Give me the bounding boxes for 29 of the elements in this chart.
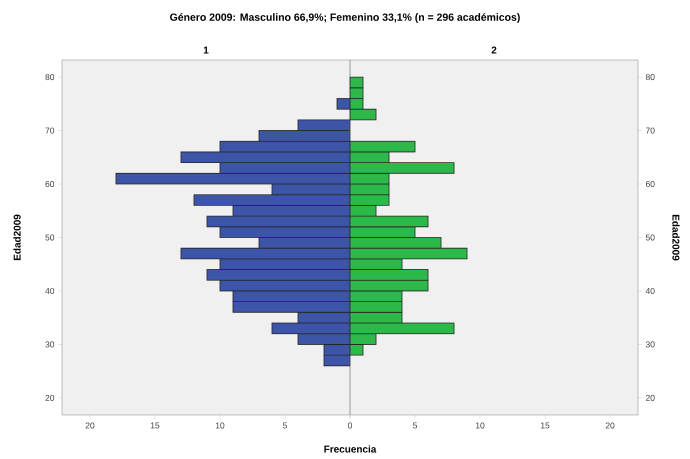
y-tick-label: 20 [646, 394, 655, 401]
y-tick-label: 60 [46, 181, 54, 188]
x-axis-title: Frecuencia [324, 445, 376, 453]
y-tick-label: 80 [646, 74, 655, 80]
chart-title: Género 2009: Masculino 66,9%; Femenino 33,1% (n = 296 académicos) [170, 13, 520, 23]
x-tick-label: 15 [540, 422, 550, 428]
x-tick-label: 20 [606, 422, 614, 428]
y-tick-label: 30 [45, 341, 54, 348]
y-tick-label: 50 [45, 234, 54, 240]
x-tick-label: 10 [216, 422, 224, 428]
chart-subtitle: 2 [492, 46, 496, 54]
x-tick-label: 20 [86, 422, 94, 428]
y-tick-label: 60 [646, 181, 655, 188]
y-axis-title: Edad2009 [672, 214, 680, 260]
x-tick-label: 0 [348, 422, 352, 428]
y-tick-label: 50 [646, 234, 655, 240]
y-tick-label: 30 [646, 341, 655, 348]
y-tick-label: 70 [646, 128, 655, 134]
x-tick-label: 10 [476, 422, 484, 428]
x-tick-label: 5 [413, 422, 418, 428]
x-tick-label: 15 [150, 422, 160, 428]
y-tick-label: 40 [45, 288, 54, 294]
y-tick-label: 80 [45, 74, 54, 80]
x-tick-label: 5 [282, 422, 287, 428]
y-axis-title: Edad2009 [13, 214, 21, 260]
chart-subtitle: 1 [204, 46, 208, 54]
y-tick-label: 20 [45, 394, 54, 401]
y-tick-label: 40 [646, 288, 655, 294]
y-tick-label: 70 [46, 128, 54, 134]
